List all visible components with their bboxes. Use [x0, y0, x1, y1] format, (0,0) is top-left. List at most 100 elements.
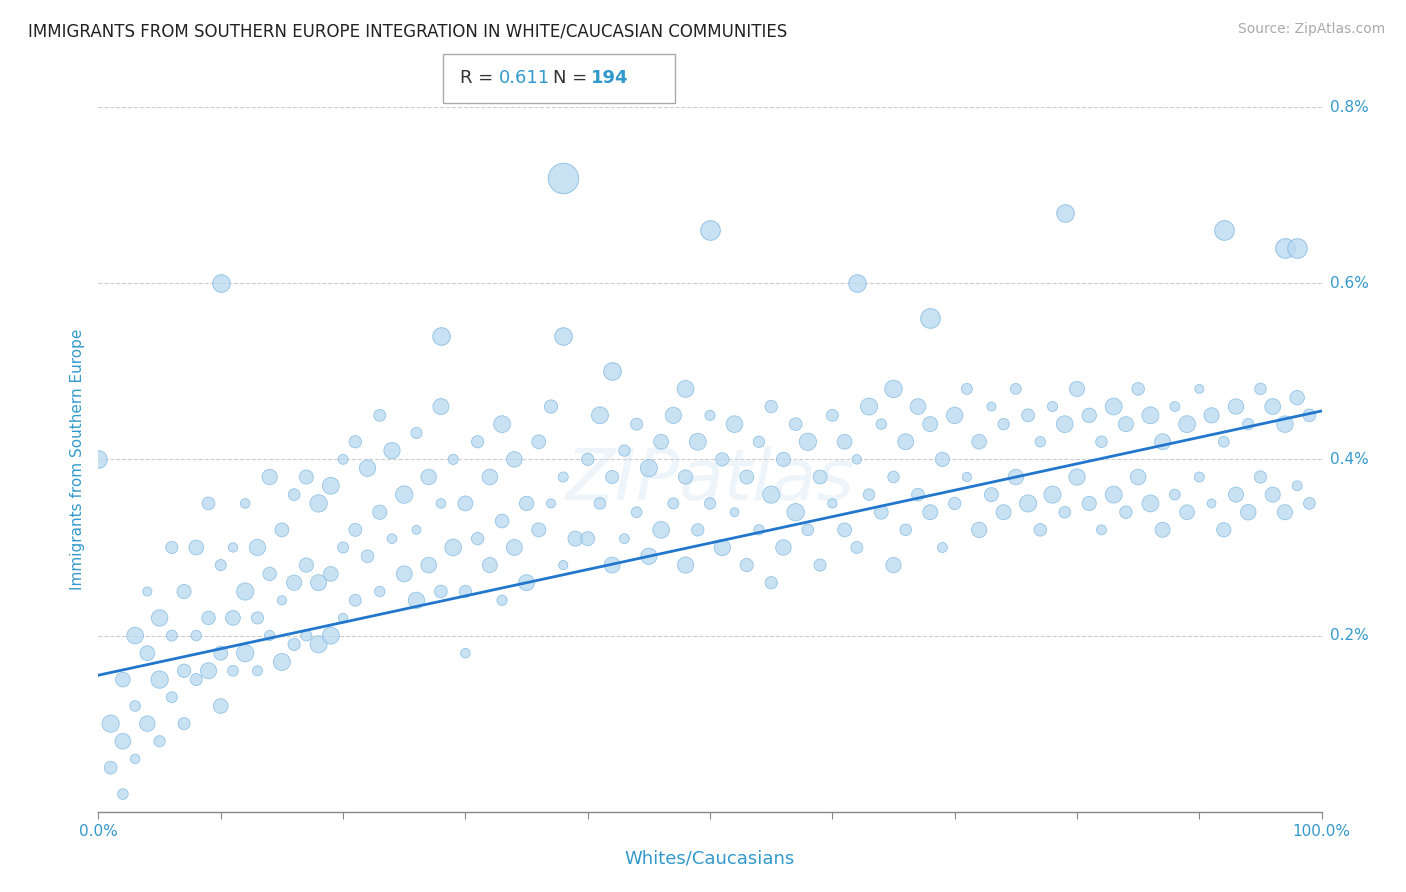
- Point: [173, 716, 195, 731]
- Point: [136, 716, 159, 731]
- Text: 194: 194: [591, 69, 628, 87]
- Point: [1053, 417, 1076, 431]
- Point: [283, 637, 305, 651]
- Point: [124, 752, 146, 766]
- Point: [626, 505, 648, 519]
- Point: [1115, 505, 1137, 519]
- Point: [149, 734, 172, 748]
- Point: [808, 558, 831, 573]
- Point: [821, 409, 844, 423]
- Point: [637, 461, 661, 475]
- Point: [124, 628, 146, 642]
- Point: [368, 584, 391, 599]
- Point: [1066, 470, 1088, 484]
- Point: [160, 541, 183, 555]
- Point: [943, 409, 966, 423]
- Point: [834, 523, 856, 537]
- Point: [295, 628, 318, 642]
- Text: 0.611: 0.611: [499, 69, 550, 87]
- Point: [332, 611, 354, 625]
- Point: [1175, 505, 1198, 519]
- Point: [173, 584, 195, 599]
- Point: [858, 487, 880, 501]
- Point: [319, 628, 342, 642]
- Point: [332, 452, 354, 467]
- Point: [662, 496, 685, 510]
- Point: [1164, 487, 1187, 501]
- Point: [270, 593, 294, 607]
- Point: [222, 611, 245, 625]
- Point: [1237, 505, 1260, 519]
- Point: [430, 584, 453, 599]
- Point: [920, 505, 942, 519]
- Point: [222, 664, 245, 678]
- Point: [308, 496, 330, 510]
- Point: [160, 690, 183, 705]
- Point: [1152, 523, 1174, 537]
- Point: [332, 541, 354, 555]
- Point: [1017, 496, 1039, 510]
- Point: [1212, 523, 1234, 537]
- Text: ZIPatlas: ZIPatlas: [565, 446, 855, 515]
- Point: [1274, 417, 1296, 431]
- Point: [1004, 382, 1026, 396]
- Point: [1274, 241, 1296, 255]
- Point: [467, 434, 489, 449]
- Point: [637, 549, 661, 564]
- Point: [392, 566, 416, 581]
- Point: [1201, 409, 1223, 423]
- Point: [1042, 487, 1064, 501]
- Point: [907, 487, 929, 501]
- Point: [1261, 487, 1284, 501]
- Point: [553, 558, 575, 573]
- Point: [540, 496, 562, 510]
- Point: [430, 400, 453, 414]
- Point: [1212, 434, 1234, 449]
- Point: [675, 382, 697, 396]
- Point: [993, 417, 1015, 431]
- Point: [1274, 505, 1296, 519]
- Point: [344, 434, 367, 449]
- Point: [1188, 382, 1211, 396]
- Point: [967, 523, 990, 537]
- Point: [956, 382, 979, 396]
- Point: [173, 664, 195, 678]
- Point: [699, 496, 721, 510]
- Point: [233, 646, 256, 660]
- Point: [246, 541, 269, 555]
- Point: [1102, 487, 1125, 501]
- Point: [1286, 241, 1309, 255]
- Point: [748, 523, 770, 537]
- Point: [392, 487, 416, 501]
- Point: [761, 575, 783, 590]
- Point: [1139, 496, 1161, 510]
- Point: [956, 470, 979, 484]
- Point: [686, 523, 709, 537]
- Point: [589, 496, 612, 510]
- Point: [723, 417, 745, 431]
- Point: [515, 496, 537, 510]
- Point: [993, 505, 1015, 519]
- Point: [111, 673, 134, 687]
- Point: [491, 417, 513, 431]
- Point: [870, 417, 893, 431]
- Point: [883, 382, 905, 396]
- Point: [589, 409, 612, 423]
- Point: [209, 699, 232, 714]
- Point: [319, 566, 342, 581]
- Point: [270, 655, 294, 669]
- Point: [761, 487, 783, 501]
- Point: [197, 496, 219, 510]
- Point: [761, 400, 783, 414]
- Point: [600, 470, 623, 484]
- Point: [1078, 409, 1101, 423]
- Point: [650, 434, 672, 449]
- Point: [1188, 470, 1211, 484]
- Point: [1115, 417, 1137, 431]
- Point: [356, 549, 378, 564]
- Point: [553, 470, 575, 484]
- Point: [1090, 523, 1112, 537]
- Point: [1249, 382, 1271, 396]
- Point: [735, 470, 758, 484]
- Point: [136, 646, 159, 660]
